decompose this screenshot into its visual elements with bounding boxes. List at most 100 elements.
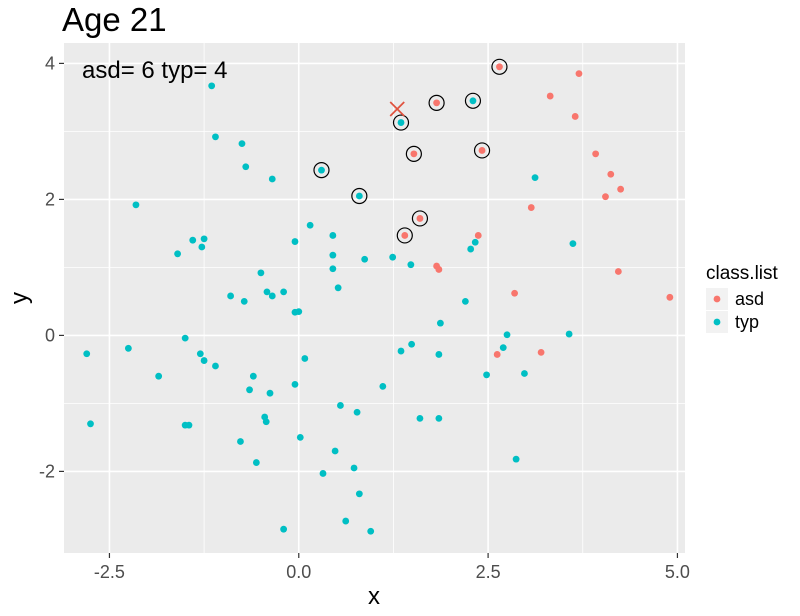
point-asd [575,70,583,77]
point-typ [436,319,444,327]
highlight-ring [464,92,482,109]
point-asd [607,170,615,178]
point-typ [337,402,344,409]
x-tick-label: -2.5 [94,562,125,582]
y-axis-ticks: -2 0 2 4 [39,53,64,481]
point-typ [361,255,369,263]
point-typ [238,140,246,148]
point-typ [132,201,140,209]
highlight-ring [313,162,330,179]
point-typ [200,357,208,364]
x-tick-label: 0.0 [286,562,311,582]
point-typ [342,517,350,525]
point-typ [435,351,443,358]
point-typ [262,418,270,426]
point-typ [367,527,375,535]
legend-label-asd: asd [735,289,764,309]
point-asd [493,351,501,358]
point-typ [407,261,415,269]
point-typ [416,414,424,422]
point-typ [306,221,314,229]
point-typ [483,371,490,379]
data-points [83,63,674,535]
point-typ [379,383,387,390]
point-asd [614,268,622,275]
point-typ [291,380,299,388]
legend-label-typ: typ [735,312,759,332]
point-typ [355,192,363,200]
point-typ [208,82,216,90]
legend-title: class.list [706,263,779,284]
point-asd [401,232,409,239]
point-typ [329,265,337,273]
cross-stroke [389,101,405,117]
highlight-ring [411,210,429,227]
point-typ [189,236,197,244]
x-axis-ticks: -2.5 0.0 2.5 5.0 [94,553,690,582]
point-typ [531,174,539,182]
point-typ [249,372,257,380]
point-typ [565,330,573,338]
point-typ [408,340,416,348]
point-typ [212,362,219,370]
point-typ [569,240,577,248]
x-tick-label: 2.5 [476,562,501,582]
point-typ [83,350,91,358]
highlight-ring [491,58,508,75]
panel-annotation: asd= 6 typ= 4 [82,57,227,84]
y-tick-label: 0 [45,325,55,345]
point-asd [592,150,600,158]
chart-title: Age 21 [62,1,167,38]
point-asd [571,113,579,120]
highlight-ring [392,114,410,131]
cross-marker [389,101,405,117]
point-asd [666,293,674,301]
point-typ [268,292,276,300]
point-typ [181,334,189,342]
minor-gridlines [64,43,685,553]
point-typ [237,438,244,445]
point-typ [397,119,405,126]
y-tick-label: -2 [39,461,55,481]
point-typ [397,347,405,355]
point-typ [266,389,274,397]
x-axis-label: x [368,583,380,610]
point-typ [212,133,219,141]
point-typ [240,298,248,305]
point-asd [537,349,545,356]
point-typ [257,269,265,277]
highlight-ring [396,227,413,244]
legend: class.list asd typ [706,263,779,333]
point-typ [329,232,337,239]
point-asd [602,193,609,201]
point-typ [200,235,208,243]
point-typ [334,284,342,292]
legend-swatch-asd [713,295,721,303]
point-typ [252,459,260,466]
point-typ [291,238,299,245]
major-gridlines [64,43,685,553]
point-typ [503,331,511,339]
point-typ [521,370,528,377]
point-asd [433,99,440,107]
point-typ [329,251,337,259]
point-typ [280,525,288,533]
y-tick-label: 4 [45,53,55,73]
point-typ [350,464,358,472]
point-asd [546,92,554,100]
point-asd [496,63,503,71]
point-typ [512,455,520,463]
point-typ [196,350,204,358]
legend-swatch-typ [713,318,721,326]
point-typ [301,355,309,362]
point-typ [227,292,235,300]
point-asd [474,232,482,239]
point-typ [174,250,181,258]
point-typ [87,420,94,428]
highlight-ring [428,94,445,111]
point-asd [435,266,443,273]
x-tick-label: 5.0 [665,562,690,582]
point-typ [471,238,479,246]
highlight-ring [351,187,368,205]
point-typ [353,408,361,416]
